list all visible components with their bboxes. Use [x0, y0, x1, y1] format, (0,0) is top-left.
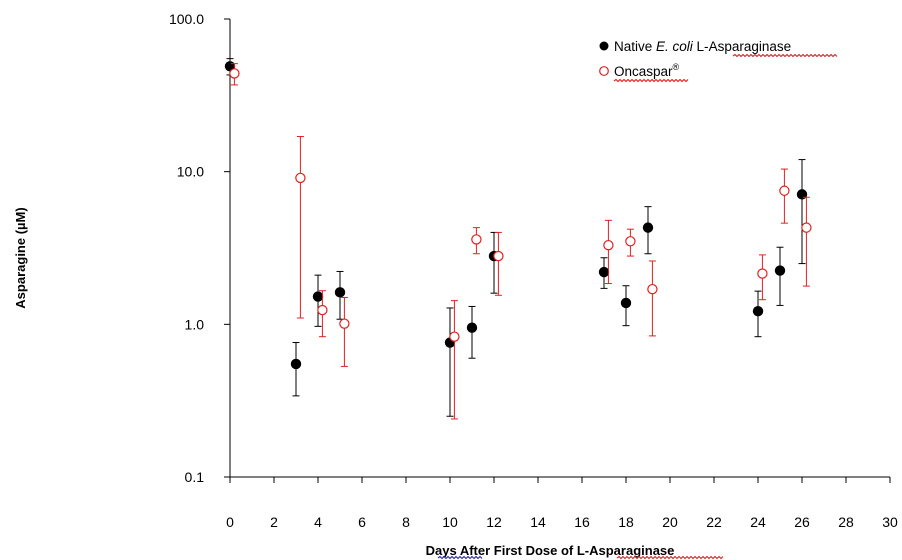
data-point	[229, 68, 240, 79]
data-point	[647, 283, 658, 295]
data-point	[603, 239, 614, 251]
x-tick-label: 28	[838, 514, 854, 530]
x-tick-label: 26	[794, 514, 810, 530]
x-tick-label: 30	[882, 514, 898, 530]
error-bar	[776, 246, 784, 306]
error-bar	[446, 307, 454, 417]
x-tick-label: 8	[402, 514, 410, 530]
x-axis-label-part-2: After	[460, 543, 490, 558]
data-point	[449, 331, 460, 342]
legend-native-part-4: Asparaginase	[709, 39, 792, 54]
x-tick-label: 14	[530, 514, 546, 530]
error-bar	[490, 231, 498, 294]
spellcheck-underline	[616, 555, 724, 560]
legend-oncaspar-part-3: ®	[673, 62, 680, 72]
data-point	[493, 250, 504, 262]
data-point	[801, 222, 812, 233]
data-point	[312, 291, 324, 302]
data-point	[471, 234, 482, 245]
error-bar	[450, 300, 458, 420]
legend-marker-native	[599, 41, 609, 51]
data-point	[752, 305, 764, 317]
error-bar	[802, 196, 810, 287]
data-point	[774, 265, 786, 276]
data-point	[339, 318, 350, 329]
legend-spellcheck-marks	[613, 53, 838, 83]
x-tick-label: 22	[706, 514, 722, 530]
axes	[229, 19, 890, 478]
x-tick-label: 18	[618, 514, 634, 530]
data-point	[757, 268, 768, 279]
x-axis-label-part-1: Days	[426, 543, 460, 558]
legend-label-native: Native E. coli L-Asparaginase	[614, 39, 791, 54]
legend-native-part-3: L-	[693, 39, 709, 54]
data-point	[796, 189, 808, 200]
error-bar	[780, 168, 788, 224]
data-point	[295, 172, 306, 184]
error-bar	[648, 260, 656, 337]
error-bar	[798, 159, 806, 265]
x-tick-label: 12	[486, 514, 502, 530]
x-tick-label: 6	[358, 514, 366, 530]
data-point	[598, 266, 610, 278]
y-tick-label: 1.0	[185, 316, 205, 332]
data-point	[779, 185, 790, 196]
series-1	[229, 63, 812, 420]
x-axis-label: Days After First Dose of L-Asparaginase	[426, 543, 675, 558]
y-tick-label: 100.0	[169, 11, 204, 27]
y-tick-label: 0.1	[185, 469, 205, 485]
data-point	[625, 236, 636, 247]
error-bar	[340, 296, 348, 367]
spellcheck-underline	[613, 78, 689, 83]
data-point	[642, 222, 654, 233]
legend-oncaspar-part-2: Oncaspar	[614, 64, 673, 79]
x-axis-ticks: 0 2 4 6 8 10 12 14 16 18 20 22 24 26 28 30	[226, 477, 898, 530]
data-point	[317, 304, 328, 316]
data-series	[224, 58, 812, 420]
legend-marker-oncaspar	[599, 66, 609, 76]
y-axis-ticks: 0.1 1.0 10.0 100.0	[169, 11, 230, 485]
x-tick-label: 4	[314, 514, 322, 530]
x-tick-label: 10	[442, 514, 458, 530]
spellcheck-underline	[732, 53, 838, 58]
y-tick-label: 10.0	[177, 164, 204, 180]
x-axis-label-spellcheck-marks	[437, 555, 724, 560]
data-point	[620, 297, 632, 309]
x-tick-label: 24	[750, 514, 766, 530]
data-point	[290, 358, 302, 370]
series-0	[224, 58, 808, 417]
x-tick-label: 20	[662, 514, 678, 530]
x-tick-label: 16	[574, 514, 590, 530]
x-axis-label-part-4: Asparaginase	[589, 543, 674, 558]
error-bar	[604, 219, 612, 285]
y-axis-label: Asparagine (µM)	[13, 207, 28, 308]
error-bar	[296, 135, 304, 319]
grammar-underline	[437, 555, 483, 560]
x-axis-label-part-3: First Dose of L-	[490, 543, 589, 558]
legend-native-part-2: E. coli	[656, 39, 694, 54]
legend: Native E. coli L-Asparaginase Oncaspar®	[599, 39, 838, 83]
error-bar	[292, 342, 300, 397]
legend-label-oncaspar: Oncaspar®	[614, 62, 680, 79]
data-point	[334, 287, 346, 298]
x-tick-label: 2	[270, 514, 278, 530]
error-bar	[494, 231, 502, 296]
data-point	[466, 322, 478, 333]
legend-native-part-1: Native	[614, 39, 656, 54]
x-tick-label: 0	[226, 514, 234, 530]
